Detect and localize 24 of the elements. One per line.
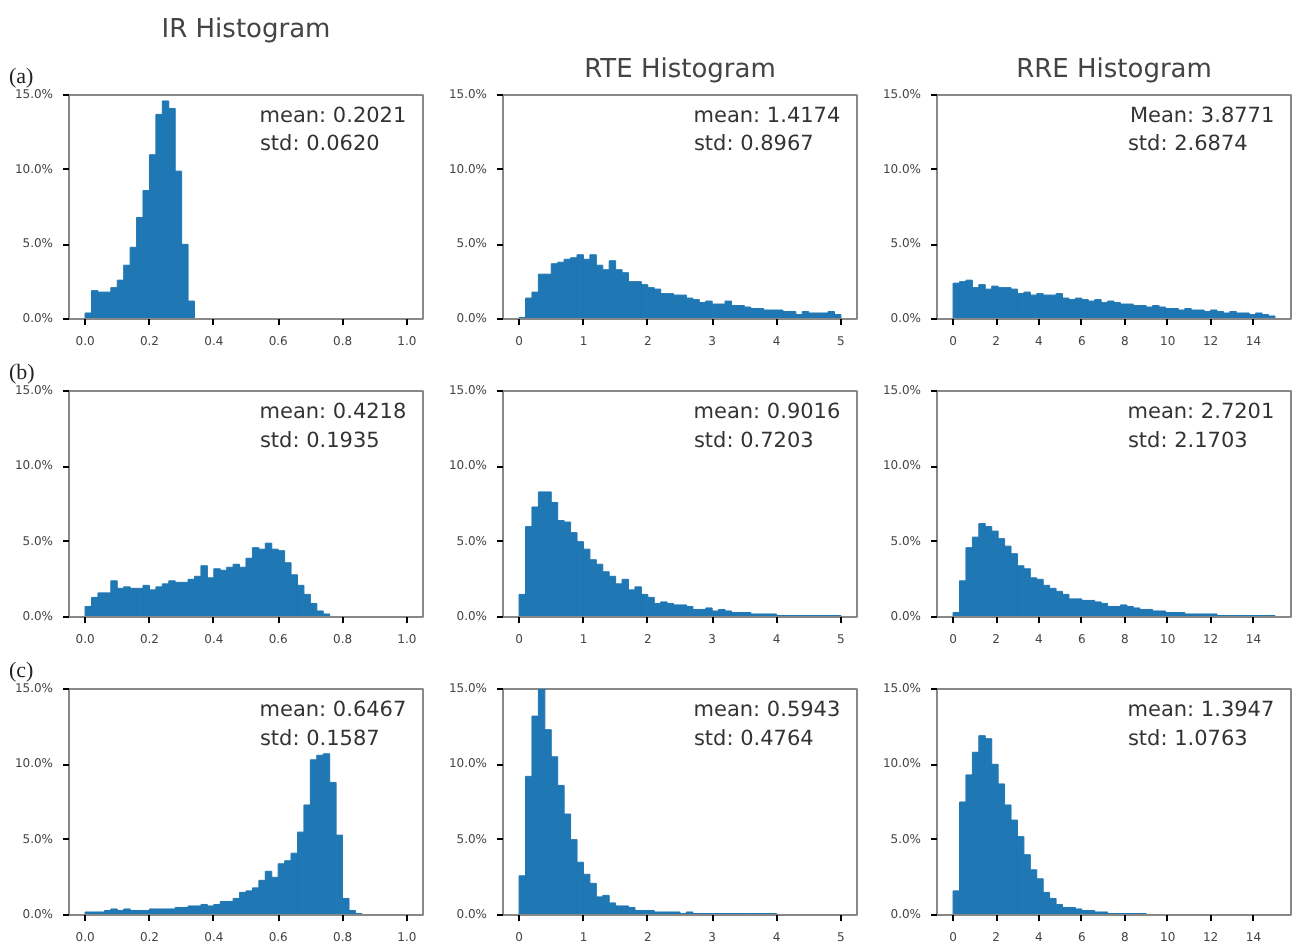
annotation: mean: 0.4218 [259, 400, 407, 425]
annotation: std: 1.0763 [1127, 726, 1248, 751]
annotation: std: 0.7203 [693, 428, 814, 453]
chart-title: RTE Histogram [584, 55, 776, 85]
annotation: mean: 1.4174 [693, 103, 841, 128]
annotation: std: 2.6874 [1127, 132, 1249, 157]
annotation: std: 0.1935 [259, 428, 380, 453]
annotation: std: 0.0620 [259, 132, 380, 157]
annotation: mean: 2.7201 [1127, 400, 1275, 425]
annotation: std: 0.1587 [259, 726, 380, 751]
annotation: mean: 0.2021 [259, 103, 407, 128]
annotation: mean: 0.9016 [693, 400, 841, 425]
chart-title: IR Histogram [161, 15, 331, 45]
annotation: Mean: 3.8771 [1129, 103, 1275, 128]
text: (c) [9, 659, 35, 683]
annotation: std: 2.1703 [1127, 428, 1248, 453]
annotation: mean: 1.3947 [1127, 698, 1275, 723]
annotation: std: 0.4764 [693, 726, 815, 751]
annotation: mean: 0.5943 [693, 698, 841, 723]
chart-title: RRE Histogram [1016, 55, 1212, 85]
annotation: std: 0.8967 [693, 132, 814, 157]
annotation: mean: 0.6467 [259, 698, 407, 723]
text: (b) [9, 361, 36, 385]
text: (a) [9, 65, 35, 89]
